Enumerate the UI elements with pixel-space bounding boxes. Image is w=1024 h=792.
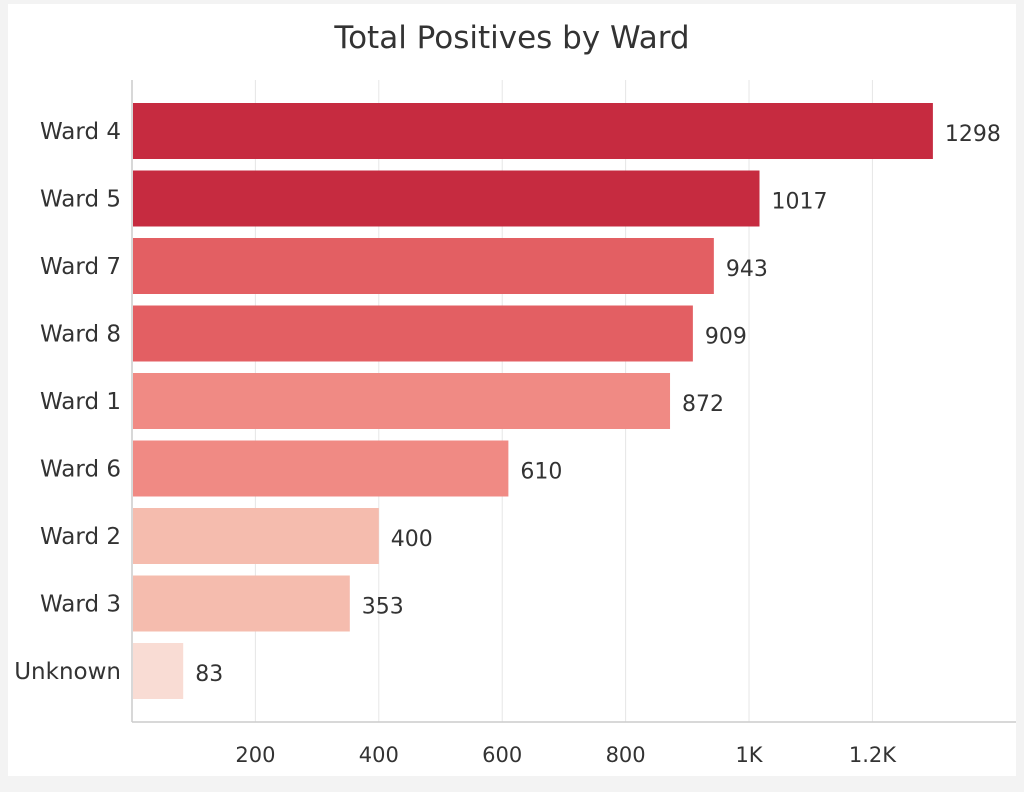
- category-label: Ward 3: [40, 592, 121, 618]
- value-label: 1017: [772, 190, 828, 215]
- category-label: Ward 1: [40, 389, 121, 415]
- axes: [131, 80, 1016, 723]
- x-tick-label: 200: [235, 743, 275, 767]
- value-label: 872: [682, 392, 724, 417]
- bar: [133, 373, 671, 429]
- value-label: 353: [362, 595, 404, 620]
- x-tick-label: 600: [482, 743, 522, 767]
- category-label: Ward 4: [40, 119, 121, 145]
- chart-title: Total Positives by Ward: [334, 20, 690, 56]
- value-label: 83: [195, 662, 223, 687]
- bar: [133, 238, 714, 294]
- bar: [133, 643, 184, 699]
- value-label: 400: [391, 527, 433, 552]
- bar: [133, 575, 350, 632]
- x-tick-label: 800: [606, 743, 646, 767]
- category-label: Ward 5: [40, 187, 121, 213]
- bar: [133, 508, 379, 564]
- bars: [133, 103, 933, 699]
- category-label: Ward 6: [40, 457, 121, 483]
- bar: [133, 305, 693, 362]
- category-label: Ward 2: [40, 524, 121, 550]
- bar: [133, 440, 509, 497]
- category-label: Ward 8: [40, 322, 121, 348]
- labels: 200 400 600 800 1K 1.2K 1298 Ward 4 1017 Ward 5 94…: [14, 119, 1001, 767]
- category-label: Ward 7: [40, 254, 121, 280]
- value-label: 909: [705, 325, 747, 350]
- value-label: 1298: [945, 122, 1001, 147]
- x-tick-label: 400: [359, 743, 399, 767]
- bar: [133, 103, 933, 159]
- value-label: 943: [726, 257, 768, 282]
- category-label: Unknown: [14, 659, 121, 685]
- x-tick-label: 1.2K: [849, 743, 897, 767]
- bar: [133, 170, 760, 227]
- value-label: 610: [520, 460, 562, 485]
- x-tick-label: 1K: [735, 743, 763, 767]
